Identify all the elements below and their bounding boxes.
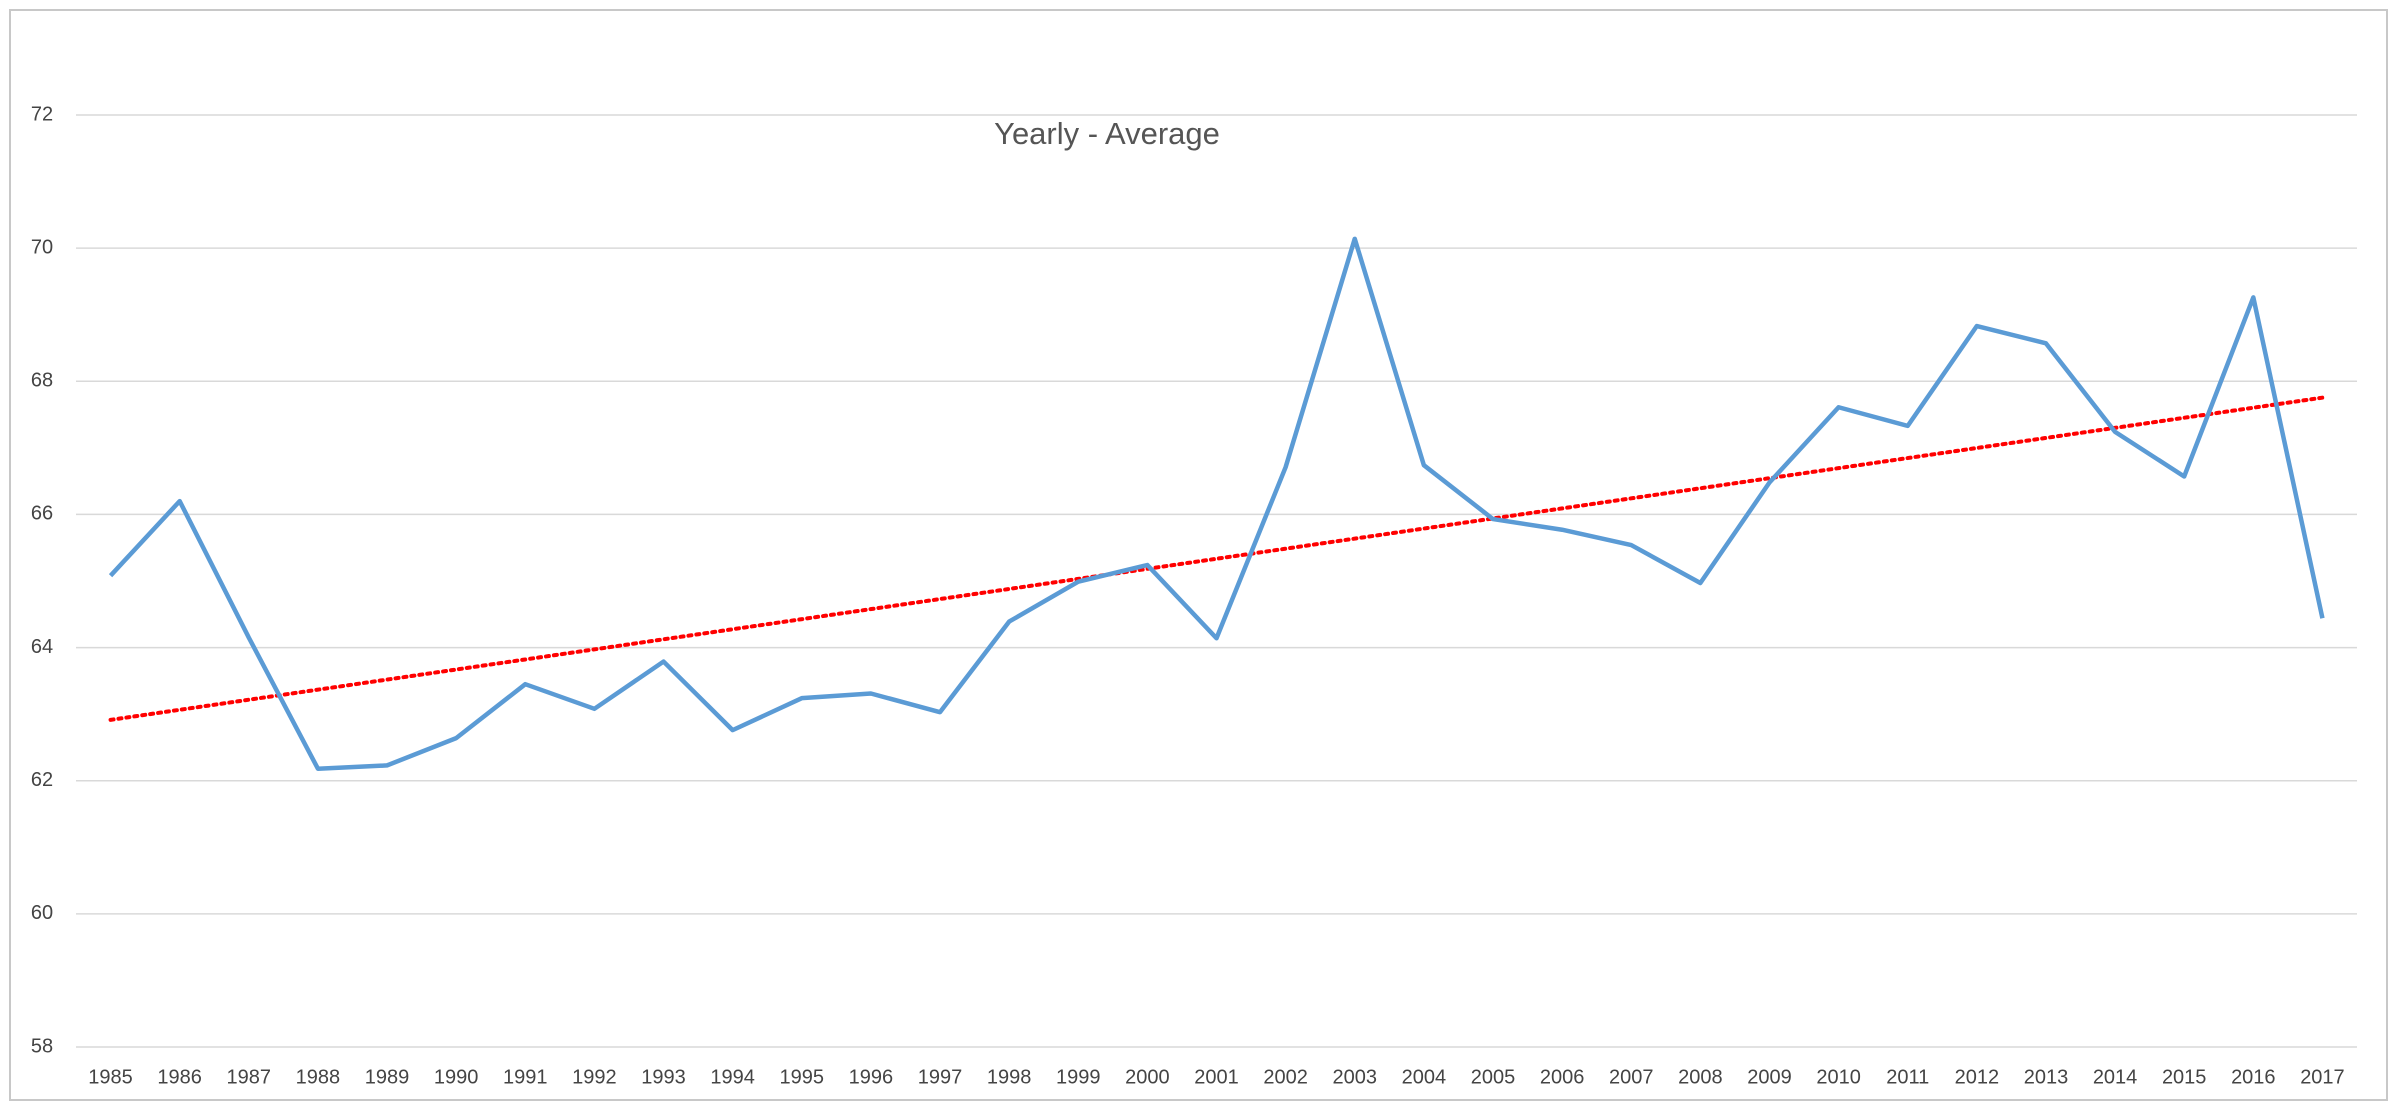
y-tick-label: 64 — [31, 636, 53, 658]
x-tick-label: 2010 — [1816, 1066, 1861, 1088]
x-tick-label: 1999 — [1056, 1066, 1101, 1088]
chart-title: Yearly - Average — [994, 116, 1220, 151]
x-tick-label: 2002 — [1263, 1066, 1308, 1088]
y-tick-label: 62 — [31, 769, 53, 791]
x-tick-label: 2000 — [1125, 1066, 1170, 1088]
y-tick-label: 70 — [31, 236, 53, 258]
x-tick-label: 2004 — [1402, 1066, 1447, 1088]
x-tick-label: 1988 — [296, 1066, 341, 1088]
x-tick-label: 2009 — [1747, 1066, 1792, 1088]
x-tick-label: 1993 — [641, 1066, 686, 1088]
x-tick-label: 2011 — [1886, 1066, 1929, 1088]
chart-border — [9, 9, 2388, 1101]
x-tick-label: 1989 — [365, 1066, 410, 1088]
x-tick-label: 2014 — [2093, 1066, 2138, 1088]
x-tick-label: 1994 — [710, 1066, 755, 1088]
x-tick-label: 2005 — [1471, 1066, 1516, 1088]
x-tick-label: 2015 — [2162, 1066, 2207, 1088]
x-tick-label: 2012 — [1955, 1066, 2000, 1088]
x-tick-label: 2001 — [1194, 1066, 1239, 1088]
x-tick-label: 1992 — [572, 1066, 617, 1088]
y-tick-label: 60 — [31, 902, 53, 924]
x-tick-label: 2013 — [2024, 1066, 2069, 1088]
x-tick-label: 2003 — [1332, 1066, 1377, 1088]
y-tick-label: 68 — [31, 370, 53, 392]
x-tick-label: 2007 — [1609, 1066, 1654, 1088]
x-tick-label: 1990 — [434, 1066, 479, 1088]
y-tick-label: 66 — [31, 503, 53, 525]
data-line — [108, 236, 2325, 771]
y-tick-label: 72 — [31, 103, 53, 125]
x-tick-label: 1997 — [918, 1066, 963, 1088]
x-tick-label: 2006 — [1540, 1066, 1585, 1088]
x-tick-label: 1987 — [227, 1066, 272, 1088]
x-tick-label: 1995 — [780, 1066, 825, 1088]
x-tick-label: 1996 — [849, 1066, 894, 1088]
x-tick-label: 1998 — [987, 1066, 1032, 1088]
x-tick-label: 2008 — [1678, 1066, 1723, 1088]
x-tick-label: 1986 — [157, 1066, 202, 1088]
x-tick-label: 1991 — [503, 1066, 548, 1088]
x-tick-label: 1985 — [88, 1066, 133, 1088]
x-tick-label: 2017 — [2300, 1066, 2345, 1088]
y-tick-label: 58 — [31, 1035, 53, 1057]
trendline — [108, 395, 2325, 722]
x-tick-label: 2016 — [2231, 1066, 2276, 1088]
